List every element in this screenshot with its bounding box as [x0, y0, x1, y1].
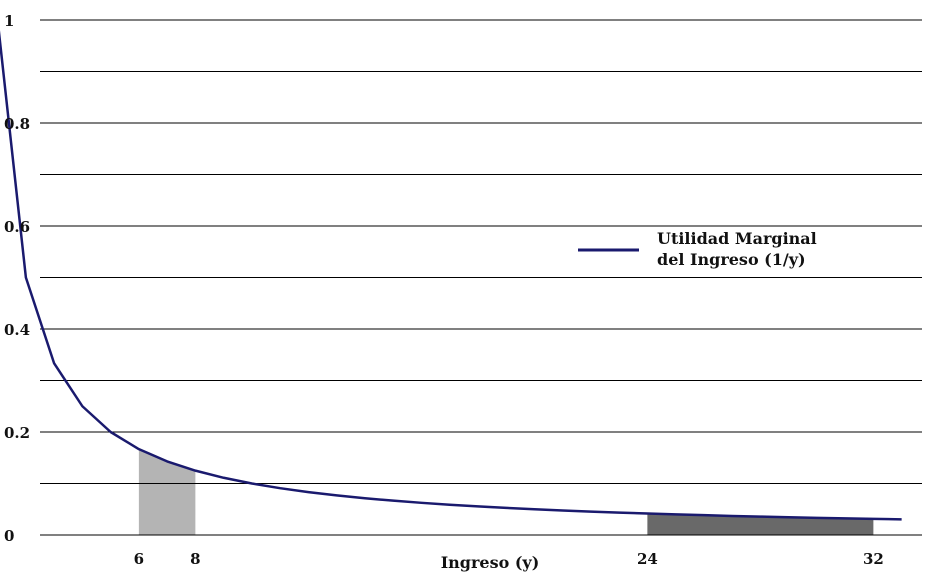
shaded-regions	[138, 449, 874, 535]
x-tick-label: 8	[190, 550, 200, 568]
y-tick-label: 0.2	[4, 424, 30, 442]
y-axis-tick-labels: 0 0.2 0.4 0.6 0.8 1	[4, 12, 30, 545]
x-tick-label: 24	[637, 550, 658, 568]
x-tick-label: 6	[134, 550, 144, 568]
y-tick-label: 1	[4, 12, 14, 30]
series-lines	[0, 30, 902, 521]
x-tick-label: 32	[863, 550, 884, 568]
legend-label-line: del Ingreso (1/y)	[657, 250, 806, 269]
y-tick-label: 0.6	[4, 218, 30, 236]
y-tick-label: 0	[4, 527, 14, 545]
series-line	[0, 30, 902, 521]
x-axis-title: Ingreso (y)	[441, 553, 540, 572]
horizontal-gridlines	[40, 19, 922, 536]
shaded-region	[138, 449, 196, 535]
y-tick-label: 0.4	[4, 321, 30, 339]
legend: Utilidad Marginal del Ingreso (1/y)	[578, 229, 817, 269]
legend-label: Utilidad Marginal del Ingreso (1/y)	[657, 229, 817, 269]
x-axis-tick-labels: 6 8 24 32	[134, 550, 884, 568]
legend-label-line: Utilidad Marginal	[657, 229, 817, 248]
y-tick-label: 0.8	[4, 115, 30, 133]
